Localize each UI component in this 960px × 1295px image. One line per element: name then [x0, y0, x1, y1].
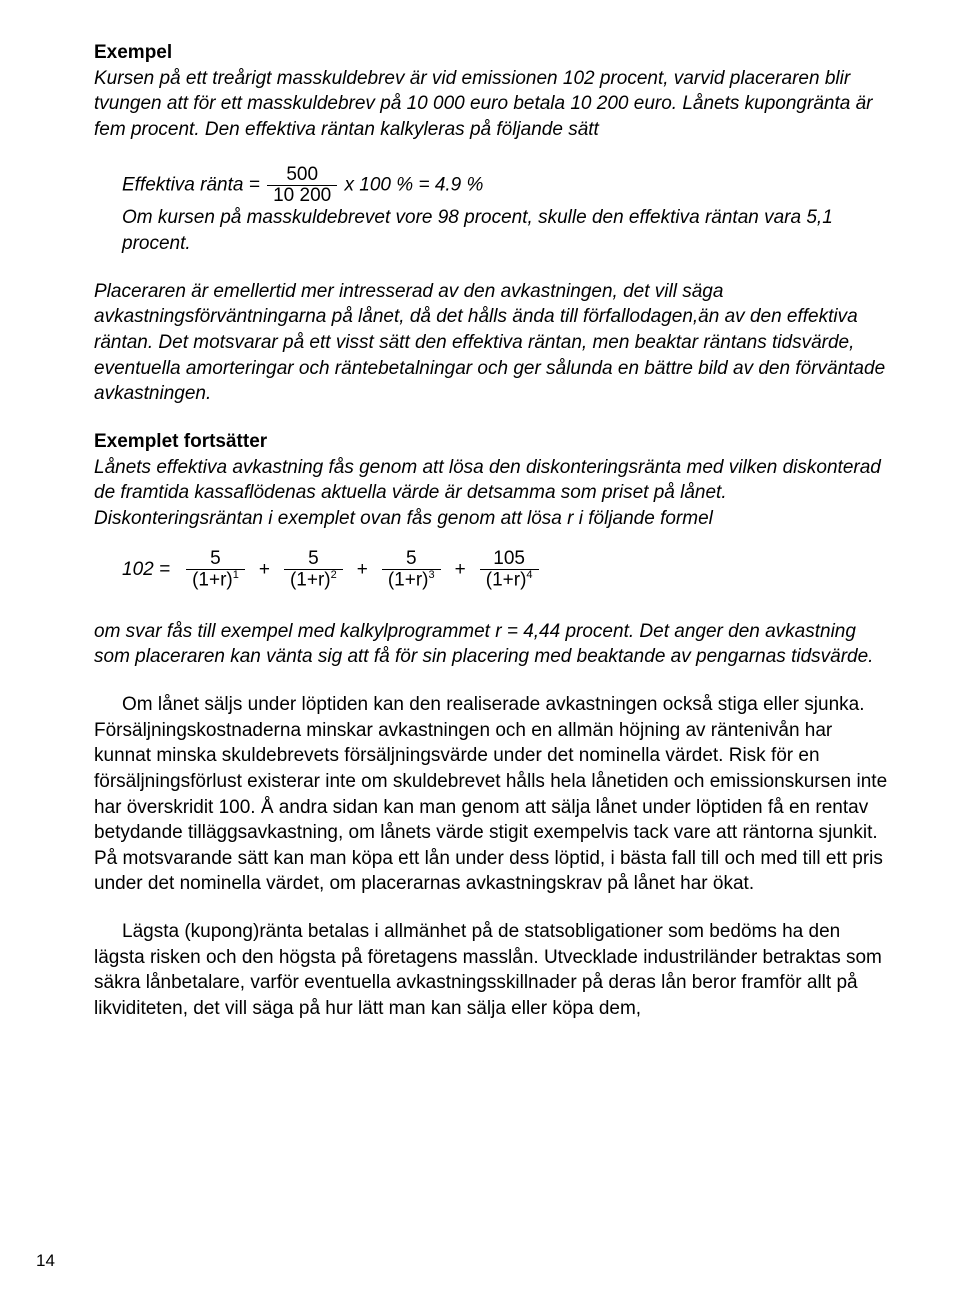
- term-1: 5 (1+r)1: [186, 549, 245, 590]
- formula-tail: x 100 % = 4.9 %: [345, 174, 484, 195]
- page-number: 14: [36, 1251, 55, 1271]
- formula-discount-rate: 102 = 5 (1+r)1 + 5 (1+r)2 + 5 (1+r)3 + 1…: [94, 549, 888, 590]
- formula-denominator: 10 200: [267, 186, 337, 206]
- paragraph-lowest-coupon: Lägsta (kupong)ränta betalas i allmänhet…: [94, 919, 888, 1022]
- plus-2: +: [357, 559, 368, 581]
- formula-lead: Effektiva ränta =: [122, 174, 265, 195]
- example-body: Kursen på ett treårigt masskuldebrev är …: [94, 68, 872, 140]
- example-intro: Exempel Kursen på ett treårigt masskulde…: [94, 40, 888, 143]
- formula-numerator: 500: [267, 165, 337, 186]
- formula-lhs: 102 =: [122, 559, 170, 581]
- example-continues-heading: Exemplet fortsätter: [94, 431, 267, 452]
- paragraph-investor-interest: Placeraren är emellertid mer intresserad…: [94, 279, 888, 407]
- example-heading: Exempel: [94, 42, 172, 63]
- example-continues-body: Lånets effektiva avkastning fås genom at…: [94, 457, 881, 529]
- term-2: 5 (1+r)2: [284, 549, 343, 590]
- formula-effective-rate: Effektiva ränta = 500 10 200 x 100 % = 4…: [94, 165, 888, 257]
- page: Exempel Kursen på ett treårigt masskulde…: [0, 0, 960, 1295]
- formula-fraction: 500 10 200: [267, 165, 337, 206]
- formula-follow: Om kursen på masskuldebrevet vore 98 pro…: [122, 207, 833, 254]
- plus-3: +: [455, 559, 466, 581]
- plus-1: +: [259, 559, 270, 581]
- term-3: 5 (1+r)3: [382, 549, 441, 590]
- term-4: 105 (1+r)4: [480, 549, 539, 590]
- paragraph-sale-during-term: Om lånet säljs under löptiden kan den re…: [94, 692, 888, 897]
- paragraph-result: om svar fås till exempel med kalkylprogr…: [94, 619, 888, 670]
- example-continues: Exemplet fortsätter Lånets effektiva avk…: [94, 429, 888, 532]
